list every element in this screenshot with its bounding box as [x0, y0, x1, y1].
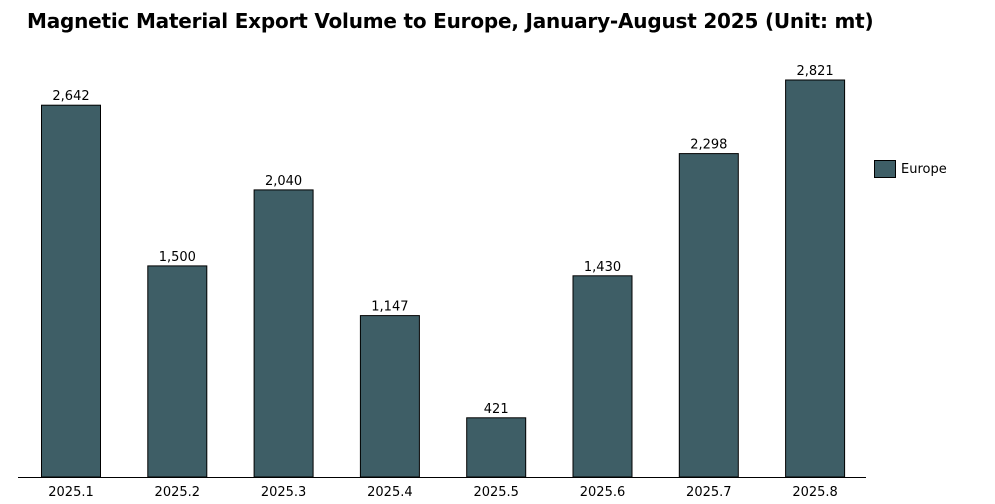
legend-label-europe: Europe [901, 161, 947, 177]
bar-2025.2 [147, 265, 208, 478]
data-label-2025.4: 1,147 [371, 300, 408, 315]
legend-swatch-europe [874, 160, 896, 178]
data-label-2025.6: 1,430 [584, 260, 621, 275]
bar-2025.6 [572, 275, 633, 478]
bar-2025.5 [466, 417, 527, 478]
bar-2025.4 [359, 315, 420, 478]
bar-2025.3 [253, 189, 314, 478]
x-tick-label-2025.3: 2025.3 [261, 485, 307, 500]
legend: Europe [874, 160, 947, 178]
x-tick-label-2025.7: 2025.7 [686, 485, 732, 500]
x-tick-label-2025.8: 2025.8 [792, 485, 838, 500]
x-tick-label-2025.1: 2025.1 [48, 485, 94, 500]
chart-title: Magnetic Material Export Volume to Europ… [27, 9, 874, 33]
x-tick-label-2025.2: 2025.2 [155, 485, 201, 500]
bar-2025.1 [41, 104, 101, 478]
x-tick-label-2025.5: 2025.5 [473, 485, 519, 500]
data-label-2025.2: 1,500 [159, 250, 196, 265]
bar-2025.8 [785, 79, 846, 478]
data-label-2025.7: 2,298 [690, 138, 727, 153]
data-label-2025.1: 2,642 [52, 89, 89, 104]
data-label-2025.5: 421 [484, 402, 509, 417]
x-tick-label-2025.6: 2025.6 [580, 485, 626, 500]
data-label-2025.8: 2,821 [796, 64, 833, 79]
data-label-2025.3: 2,040 [265, 174, 302, 189]
bar-2025.7 [678, 153, 739, 478]
x-tick-label-2025.4: 2025.4 [367, 485, 413, 500]
